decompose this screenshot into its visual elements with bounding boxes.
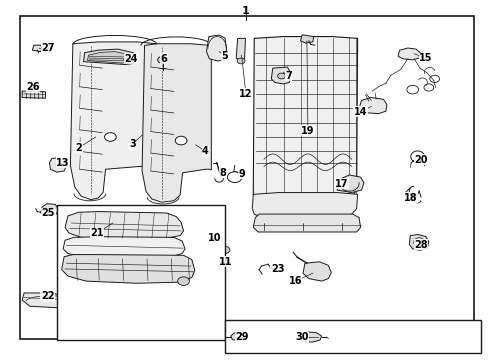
Text: 30: 30 [295, 332, 308, 342]
Polygon shape [32, 45, 42, 51]
Text: 11: 11 [219, 257, 232, 267]
Text: 24: 24 [124, 54, 138, 64]
Polygon shape [70, 42, 157, 200]
Circle shape [175, 136, 186, 145]
Circle shape [277, 73, 285, 79]
Text: 14: 14 [353, 107, 366, 117]
Polygon shape [142, 44, 211, 202]
Text: 8: 8 [219, 168, 225, 178]
Polygon shape [63, 237, 184, 258]
Polygon shape [397, 48, 419, 60]
Polygon shape [303, 262, 330, 281]
Text: 15: 15 [418, 53, 432, 63]
Text: 27: 27 [41, 43, 55, 53]
Polygon shape [61, 255, 194, 283]
Text: 10: 10 [207, 233, 221, 243]
Circle shape [237, 58, 244, 64]
Text: 19: 19 [301, 126, 314, 135]
Text: 9: 9 [238, 168, 244, 179]
Polygon shape [87, 51, 131, 63]
Polygon shape [253, 37, 357, 207]
Text: 12: 12 [239, 89, 252, 99]
Text: 25: 25 [41, 208, 55, 218]
Text: 3: 3 [129, 139, 136, 149]
Circle shape [104, 133, 116, 141]
Polygon shape [22, 293, 79, 309]
Circle shape [158, 56, 167, 63]
Polygon shape [252, 193, 357, 220]
Text: 29: 29 [235, 332, 248, 342]
Polygon shape [336, 175, 363, 193]
Text: 13: 13 [56, 158, 70, 168]
Polygon shape [253, 214, 360, 232]
Text: 26: 26 [26, 82, 40, 93]
Polygon shape [298, 332, 321, 342]
Polygon shape [230, 332, 243, 341]
Polygon shape [300, 35, 313, 43]
Bar [57, 205, 224, 339]
Text: 20: 20 [413, 155, 427, 165]
Text: 7: 7 [285, 71, 291, 81]
Text: 23: 23 [270, 264, 284, 274]
Polygon shape [408, 234, 428, 250]
Text: 21: 21 [90, 228, 104, 238]
Text: 2: 2 [75, 143, 82, 153]
Circle shape [222, 260, 227, 264]
Polygon shape [41, 204, 58, 215]
Polygon shape [49, 158, 66, 172]
Polygon shape [271, 67, 290, 84]
Polygon shape [65, 212, 183, 239]
Text: 4: 4 [202, 146, 208, 156]
Text: 18: 18 [403, 193, 416, 203]
Bar [224, 320, 480, 353]
Circle shape [220, 246, 229, 253]
Text: 6: 6 [161, 54, 167, 64]
Text: 1: 1 [242, 6, 249, 16]
Text: 28: 28 [413, 239, 427, 249]
Circle shape [227, 172, 242, 183]
Polygon shape [236, 39, 245, 62]
Text: 22: 22 [41, 291, 54, 301]
Text: 16: 16 [288, 276, 302, 286]
Text: 5: 5 [221, 51, 228, 61]
Polygon shape [206, 35, 226, 61]
Polygon shape [358, 98, 386, 114]
Polygon shape [22, 91, 45, 98]
Polygon shape [83, 49, 136, 64]
Circle shape [177, 277, 189, 285]
Text: 17: 17 [335, 179, 348, 189]
